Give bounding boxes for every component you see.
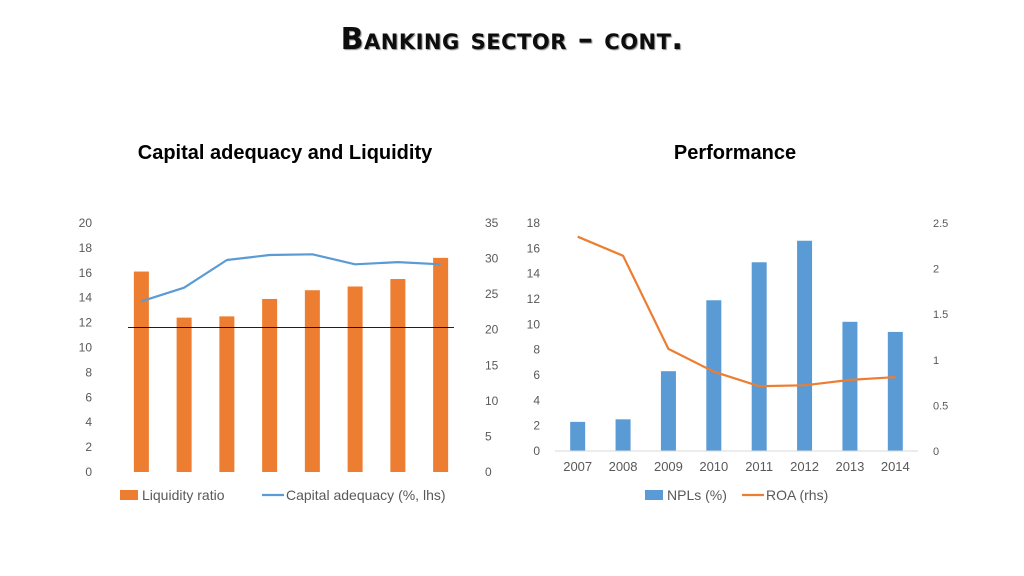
- chart1-right-tick-label: 15: [485, 358, 499, 372]
- chart2-left-tick-label: 14: [527, 267, 541, 281]
- chart2-left-tick-label: 4: [533, 393, 540, 407]
- chart2-legend-label: ROA (rhs): [766, 487, 828, 503]
- chart2-left-tick-label: 16: [527, 241, 541, 255]
- chart1-bar: [176, 317, 192, 472]
- chart-title-capital-liquidity: Capital adequacy and Liquidity: [137, 142, 433, 164]
- chart1-bar: [219, 316, 235, 472]
- chart2-category-label: 2009: [654, 459, 683, 474]
- chart2-bar: [660, 371, 676, 451]
- chart2-bar: [797, 240, 813, 451]
- chart1-left-tick-label: 6: [85, 390, 92, 404]
- chart2-series-line: [577, 235, 896, 388]
- chart2-right-tick-label: 2: [933, 264, 939, 276]
- chart1-bar: [262, 298, 278, 472]
- chart1-right-tick-label: 35: [485, 216, 499, 230]
- chart2-bar: [706, 300, 722, 451]
- chart2-right-tick-label: 0.5: [933, 400, 948, 412]
- chart1-left-tick-label: 2: [85, 440, 92, 454]
- chart2-left-tick-label: 8: [533, 343, 540, 357]
- chart2-category-label: 2013: [835, 459, 864, 474]
- chart1-left-tick-label: 18: [79, 241, 93, 255]
- chart1-bar: [304, 290, 320, 472]
- chart2-category-label: 2007: [563, 459, 592, 474]
- chart2-left-tick-label: 10: [527, 317, 541, 331]
- chart2-left-tick-label: 18: [527, 216, 541, 230]
- chart2-left-tick-label: 6: [533, 368, 540, 382]
- chart1-series-line: [141, 253, 441, 303]
- chart1-right-tick-label: 20: [485, 323, 499, 337]
- chart1-bar: [347, 286, 363, 472]
- chart1-left-tick-label: 4: [85, 415, 92, 429]
- chart2-bar: [570, 421, 586, 451]
- chart2-right-tick-label: 2.5: [933, 218, 948, 230]
- chart-title-performance: Performance: [673, 142, 797, 164]
- chart1-right-tick-label: 10: [485, 394, 499, 408]
- chart1-legend-swatch: [120, 490, 138, 500]
- chart1-left-tick-label: 14: [79, 291, 93, 305]
- chart1-left-tick-label: 8: [85, 365, 92, 379]
- chart1-left-tick-label: 0: [85, 465, 92, 479]
- chart1-right-tick-label: 5: [485, 429, 492, 443]
- chart2-right-tick-label: 1: [933, 355, 939, 367]
- chart2-bar: [615, 419, 631, 451]
- chart2-legend-swatch: [645, 490, 663, 500]
- chart2-left-tick-label: 0: [533, 444, 540, 458]
- chart2-category-label: 2011: [745, 459, 773, 474]
- chart2-category-label: 2014: [881, 459, 910, 474]
- chart2-bar: [887, 331, 903, 451]
- chart1-right-tick-label: 30: [485, 252, 499, 266]
- chart2-right-tick-label: 1.5: [933, 309, 948, 321]
- chart2-category-label: 2012: [790, 459, 819, 474]
- chart2-category-label: 2008: [609, 459, 638, 474]
- chart2-bar: [842, 321, 858, 451]
- chart2-right-tick-label: 0: [933, 446, 939, 458]
- chart1-left-tick-label: 16: [79, 266, 93, 280]
- chart1-left-tick-label: 12: [79, 316, 93, 330]
- chart2-category-label: 2010: [699, 459, 728, 474]
- chart1-legend-label: Liquidity ratio: [142, 487, 225, 503]
- chart1-bar: [133, 271, 149, 472]
- chart1-right-tick-label: 0: [485, 465, 492, 479]
- chart1-left-tick-label: 10: [79, 341, 93, 355]
- chart1-bar: [390, 279, 406, 472]
- chart1-bar: [433, 257, 449, 472]
- chart2-left-tick-label: 12: [527, 292, 541, 306]
- chart1-legend-label: Capital adequacy (%, lhs): [286, 487, 446, 503]
- slide-title: Banking sector – cont.: [340, 22, 684, 57]
- chart2-left-tick-label: 2: [533, 419, 540, 433]
- chart2-legend-label: NPLs (%): [667, 487, 727, 503]
- chart2-bar: [751, 262, 767, 451]
- chart1-right-tick-label: 25: [485, 287, 499, 301]
- chart1-left-tick-label: 20: [79, 216, 93, 230]
